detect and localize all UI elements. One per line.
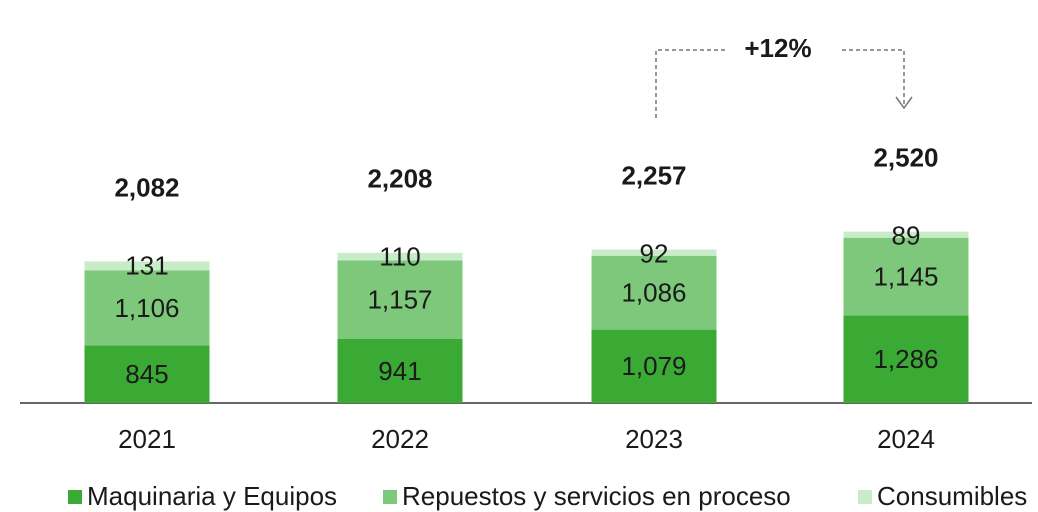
value-label: 110 xyxy=(379,242,420,272)
value-label: 1,106 xyxy=(114,293,179,323)
value-label: 1,145 xyxy=(873,261,938,291)
total-label: 2,208 xyxy=(367,164,432,194)
value-label: 1,157 xyxy=(367,285,432,315)
value-label: 89 xyxy=(892,221,921,251)
bar-segment xyxy=(843,315,969,403)
value-label: 1,079 xyxy=(621,351,686,381)
value-label: 1,286 xyxy=(873,344,938,374)
bar-segment xyxy=(84,261,210,271)
legend-swatch xyxy=(68,490,82,504)
legend-label: Maquinaria y Equipos xyxy=(87,481,337,511)
annotation: +12% xyxy=(744,33,811,63)
bar-segment xyxy=(843,231,969,238)
value-label: 1,086 xyxy=(621,278,686,308)
bar-segment xyxy=(337,339,463,403)
total-label: 2,520 xyxy=(873,143,938,173)
bar-segment xyxy=(591,255,717,330)
x-tick-label: 2021 xyxy=(118,424,176,454)
x-tick-label: 2023 xyxy=(625,424,683,454)
legend-label: Repuestos y servicios en proceso xyxy=(402,481,791,511)
x-tick-label: 2024 xyxy=(877,424,935,454)
annotation-connector xyxy=(842,49,905,106)
annotation-connector xyxy=(655,49,728,118)
value-label: 92 xyxy=(640,238,669,268)
value-label: 941 xyxy=(378,356,421,386)
value-label: 131 xyxy=(125,250,168,280)
legend-swatch xyxy=(383,490,397,504)
bar-segment xyxy=(843,237,969,316)
bar-segment xyxy=(337,252,463,261)
bar-segment xyxy=(591,329,717,403)
annotation-arrow xyxy=(895,96,913,110)
bar-segment xyxy=(337,260,463,340)
legend-swatch xyxy=(858,490,872,504)
bar-segment xyxy=(84,345,210,403)
bar-segment xyxy=(591,249,717,256)
value-label: 845 xyxy=(125,359,168,389)
bar-segment xyxy=(84,270,210,346)
total-label: 2,082 xyxy=(114,172,179,202)
x-tick-label: 2022 xyxy=(371,424,429,454)
total-label: 2,257 xyxy=(621,160,686,190)
legend-label: Consumibles xyxy=(877,481,1027,511)
